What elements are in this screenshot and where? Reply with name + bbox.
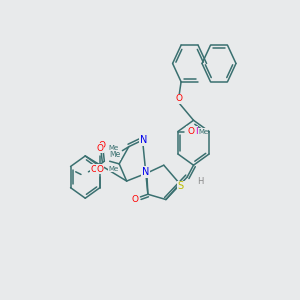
Text: O: O	[97, 165, 104, 174]
Text: O: O	[90, 165, 97, 174]
Text: S: S	[178, 181, 184, 191]
Text: H: H	[197, 176, 203, 185]
Text: Me: Me	[109, 150, 121, 159]
Text: Me: Me	[108, 145, 119, 151]
Text: O: O	[176, 94, 182, 103]
Text: Me: Me	[198, 128, 208, 134]
Text: N: N	[140, 135, 147, 145]
Text: Me: Me	[108, 166, 119, 172]
Text: N: N	[142, 167, 149, 177]
Text: I: I	[195, 127, 198, 136]
Text: O: O	[132, 195, 139, 204]
Text: O: O	[187, 127, 194, 136]
Text: O: O	[99, 141, 106, 150]
Text: O: O	[97, 143, 104, 152]
